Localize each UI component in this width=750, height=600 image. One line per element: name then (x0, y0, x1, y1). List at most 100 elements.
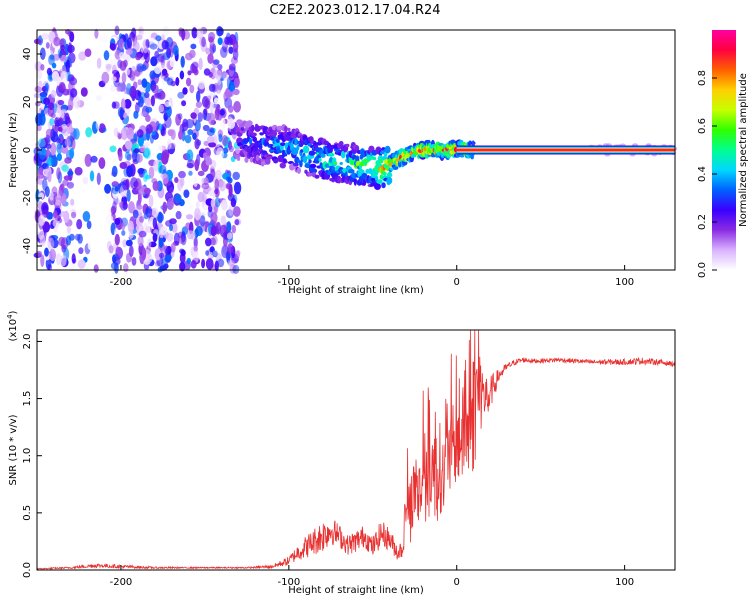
spectrogram-ridge-speck (320, 153, 326, 158)
spectrogram-speck (73, 96, 81, 109)
spectrogram-speck (186, 149, 194, 162)
spectrogram-speck (157, 144, 163, 152)
spectrogram-speck (221, 135, 229, 147)
spectrogram-speck (53, 36, 61, 47)
spectrogram-speck (184, 142, 190, 149)
spectrogram-speck (111, 101, 117, 109)
spectrogram-speck (190, 112, 197, 119)
spectrogram-speck (204, 220, 210, 227)
snr-x-tick-label: -100 (277, 577, 300, 588)
spectrogram-speck (167, 129, 174, 137)
spectrogram-speck (67, 44, 75, 53)
spectrogram-speck (192, 65, 198, 74)
spectrogram-speck (158, 104, 165, 113)
spectrogram-speck (64, 157, 72, 164)
spectrogram-speck (187, 230, 194, 240)
spectrogram-speck (174, 193, 182, 204)
spectrogram-speck (193, 177, 198, 188)
snr-x-tick-label: -200 (110, 577, 133, 588)
spectrogram-speck (114, 49, 121, 60)
spectrogram-speck (228, 63, 236, 71)
spectrogram-ridge-speck (318, 157, 322, 162)
spectrogram-speck (167, 197, 175, 210)
spectrogram-speck (187, 70, 192, 76)
colorbar-tick-label: 0.6 (697, 118, 708, 134)
spectrogram-ridge-speck (376, 179, 383, 185)
spectrogram-speck (90, 155, 98, 163)
spectrogram-speck (179, 261, 186, 272)
spectrogram-speck (126, 83, 132, 95)
spectrogram-speck (169, 186, 174, 194)
spectrogram-speck (51, 71, 60, 82)
snr-x-ticks: -200 -100 0 100 (110, 565, 634, 588)
spectrogram-speck (161, 40, 169, 50)
spectrogram-speck (112, 69, 120, 76)
spectrogram-speck (207, 53, 214, 64)
spectrogram-speck (80, 87, 88, 97)
spectrogram-speck (136, 129, 144, 138)
spectrogram-ridge-speck (279, 144, 284, 151)
spectrogram-ridge-speck (275, 138, 280, 144)
spectrogram-speck (153, 93, 162, 99)
spectrogram-speck (128, 231, 134, 239)
spectrogram-speck (145, 225, 152, 233)
spectrogram-speck (122, 179, 129, 191)
spectrogram-speck (138, 230, 147, 238)
spectrogram-speck (33, 38, 42, 45)
spectrogram-speck (198, 57, 203, 70)
spectrogram-speck (172, 45, 179, 56)
spectrogram-speck (34, 85, 43, 93)
spectrogram-speck (197, 191, 205, 203)
spectrogram-ridge-speck (299, 160, 303, 168)
spectrogram-speck (110, 84, 116, 92)
spectrogram-speck (228, 205, 234, 217)
spectrogram-speck (145, 106, 153, 113)
spectrogram-speck (125, 252, 133, 263)
spectrogram-speck (100, 33, 108, 43)
spectrogram-speck (64, 112, 70, 122)
spectrogram-speck (47, 263, 53, 271)
spectrogram-speck (39, 47, 46, 60)
spectrogram-x-tick-label: -100 (277, 277, 300, 288)
spectrogram-ridge-speck (308, 150, 316, 156)
spectrogram-speck (228, 46, 234, 54)
spectrogram-speck (148, 194, 154, 208)
spectrogram-speck (182, 87, 188, 95)
spectrogram-speck (58, 117, 64, 126)
spectrogram-y-ticks: -40 -20 0 20 40 (22, 48, 42, 254)
spectrogram-speck (141, 78, 148, 88)
spectrogram-speck (47, 237, 55, 250)
spectrogram-ridge-speck (310, 168, 318, 174)
spectrogram-ridge-speck (302, 145, 310, 154)
spectrogram-speck (214, 189, 219, 195)
spectrogram-speck (57, 48, 63, 59)
spectrogram-speck (137, 235, 144, 247)
spectrogram-speck (164, 245, 169, 256)
spectrogram-speck (48, 54, 55, 66)
spectrogram-speck (177, 91, 185, 99)
spectrogram-ridge-speck (362, 179, 367, 186)
spectrogram-ridge-speck (339, 162, 343, 165)
colorbar-tick-label: 0.2 (697, 214, 708, 230)
spectrogram-speck (144, 91, 150, 99)
spectrogram-speck (159, 252, 165, 259)
spectrogram-speck (147, 238, 152, 249)
spectrogram-speck (214, 178, 219, 192)
spectrogram-speck (41, 148, 47, 156)
colorbar-tick-label: 0.4 (697, 166, 708, 182)
spectrogram-speck (201, 258, 206, 269)
spectrogram-speck (188, 170, 193, 176)
snr-y-ticks: 0.0 0.5 1.0 1.5 2.0 (22, 333, 42, 578)
spectrogram-speck (95, 119, 101, 130)
spectrogram-speck (166, 232, 174, 242)
spectrogram-speck (224, 36, 230, 45)
spectrogram-speck (180, 177, 185, 187)
spectrogram-ridge-speck (379, 159, 384, 164)
spectrogram-ridge-speck (389, 167, 394, 171)
spectrogram-ridge-speck (333, 161, 338, 165)
spectrogram-speck (60, 44, 66, 51)
spectrogram-speck (125, 239, 133, 247)
spectrogram-speck (187, 129, 194, 136)
spectrogram-speck (213, 97, 219, 105)
spectrogram-speck (66, 181, 74, 189)
